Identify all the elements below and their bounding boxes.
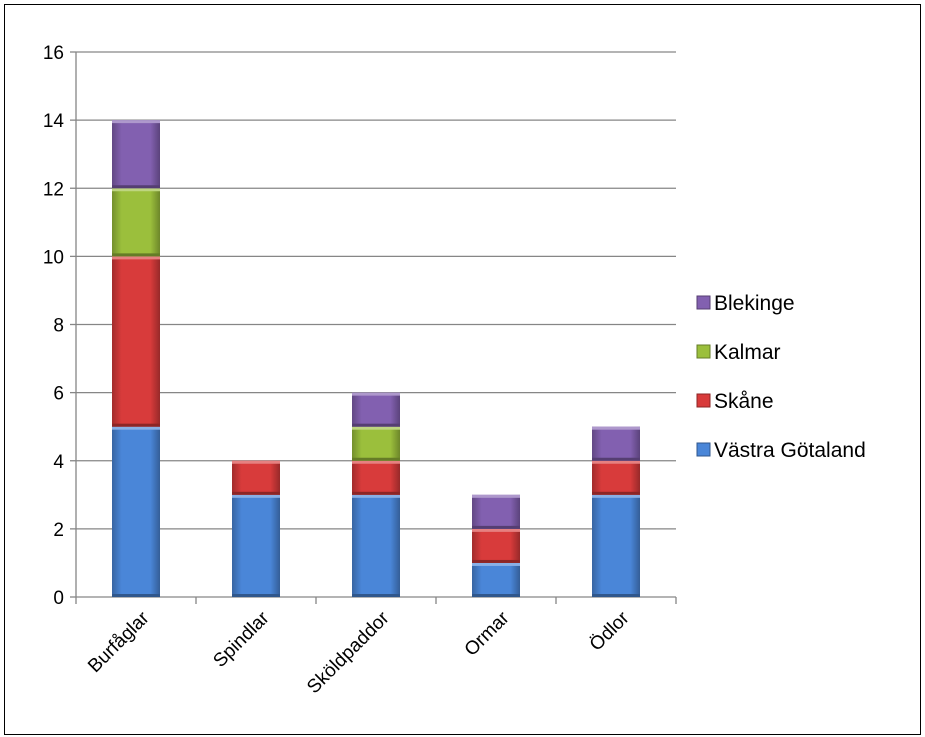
y-tick-label: 8 [53, 316, 64, 337]
bar-shadow [352, 457, 400, 461]
legend-swatch [696, 442, 711, 457]
bar-fill [232, 494, 280, 597]
bar-highlight [352, 494, 400, 498]
bar-segment [232, 460, 280, 495]
bars [112, 120, 640, 597]
bar-fill [112, 426, 160, 597]
bar-shadow [112, 423, 160, 427]
bar-highlight [112, 426, 160, 430]
bar-segment [352, 494, 400, 597]
bar-segment [592, 426, 640, 461]
legend-item: Skåne [696, 390, 774, 413]
legend-swatch [696, 393, 711, 408]
bar-shadow [472, 594, 520, 597]
bar-segment [112, 120, 160, 189]
bar-shadow [352, 423, 400, 427]
bar-highlight [232, 460, 280, 464]
x-tick-label: Burfåglar [84, 607, 154, 677]
legend-label: Kalmar [714, 341, 781, 364]
bar-fill [472, 562, 520, 597]
legend-label: Västra Götaland [714, 439, 866, 462]
legend-label: Blekinge [714, 292, 795, 315]
bar-segment [352, 460, 400, 495]
bar-segment [472, 562, 520, 597]
bar-segment [112, 188, 160, 257]
legend-swatch [696, 344, 711, 359]
bar-highlight [112, 120, 160, 124]
bar-highlight [112, 256, 160, 260]
bar-highlight [352, 426, 400, 430]
y-tick-label: 0 [53, 588, 64, 609]
bar-fill [352, 460, 400, 495]
bar-segment [472, 494, 520, 529]
legend-item: Blekinge [696, 292, 795, 315]
bar-highlight [472, 528, 520, 532]
bar-shadow [232, 594, 280, 597]
bar-segment [232, 494, 280, 597]
x-tick-label: Sköldpaddor [303, 607, 394, 698]
bar-fill [472, 528, 520, 563]
bar-highlight [592, 426, 640, 430]
bar-segment [472, 528, 520, 563]
bar-fill [592, 494, 640, 597]
y-tick-label: 14 [43, 111, 65, 132]
bar-segment [352, 392, 400, 427]
bar-highlight [592, 460, 640, 464]
bar-fill [472, 494, 520, 529]
bar-highlight [352, 460, 400, 464]
bar-shadow [592, 594, 640, 597]
bar-fill [112, 120, 160, 189]
bar-highlight [472, 494, 520, 498]
y-tick-label: 6 [53, 384, 64, 405]
bar-fill [112, 188, 160, 257]
bar-fill [232, 460, 280, 495]
y-tick-label: 12 [43, 179, 64, 200]
x-tick-label: Ormar [461, 607, 514, 660]
bar-highlight [472, 562, 520, 566]
legend-swatch [696, 295, 711, 310]
y-tick-label: 4 [53, 452, 64, 473]
y-tick-label: 16 [43, 43, 64, 64]
gridlines [76, 51, 676, 530]
bar-fill [592, 460, 640, 495]
bar-fill [352, 426, 400, 461]
bar-highlight [112, 188, 160, 192]
bar-shadow [112, 594, 160, 597]
x-tick-label: Ödlor [586, 607, 634, 655]
bar-shadow [112, 253, 160, 257]
y-tick-labels: 0 2 4 6 8 10 12 14 16 [43, 43, 65, 609]
bar-fill [592, 426, 640, 461]
y-tick-label: 10 [43, 247, 64, 268]
bar-highlight [592, 494, 640, 498]
legend-item: Västra Götaland [696, 439, 866, 462]
bar-shadow [592, 491, 640, 495]
bar-fill [352, 494, 400, 597]
legend-item: Kalmar [696, 341, 781, 364]
legend: Blekinge Kalmar Skåne Västra Götaland [696, 292, 866, 462]
bar-segment [352, 426, 400, 461]
bar-shadow [352, 594, 400, 597]
bar-segment [592, 460, 640, 495]
bar-fill [112, 256, 160, 427]
bar-shadow [112, 185, 160, 189]
bar-fill [352, 392, 400, 427]
bar-shadow [232, 491, 280, 495]
bar-segment [112, 426, 160, 597]
bar-highlight [352, 392, 400, 396]
bar-shadow [472, 525, 520, 529]
bar-highlight [232, 494, 280, 498]
bar-segment [112, 256, 160, 427]
legend-label: Skåne [714, 390, 774, 413]
y-tick-label: 2 [53, 520, 64, 541]
bar-shadow [592, 457, 640, 461]
bar-shadow [472, 559, 520, 563]
x-tick-label: Spindlar [209, 607, 274, 672]
x-tick-labels: Burfåglar Spindlar Sköldpaddor Ormar Ödlor [84, 607, 634, 698]
bar-segment [592, 494, 640, 597]
bar-shadow [352, 491, 400, 495]
